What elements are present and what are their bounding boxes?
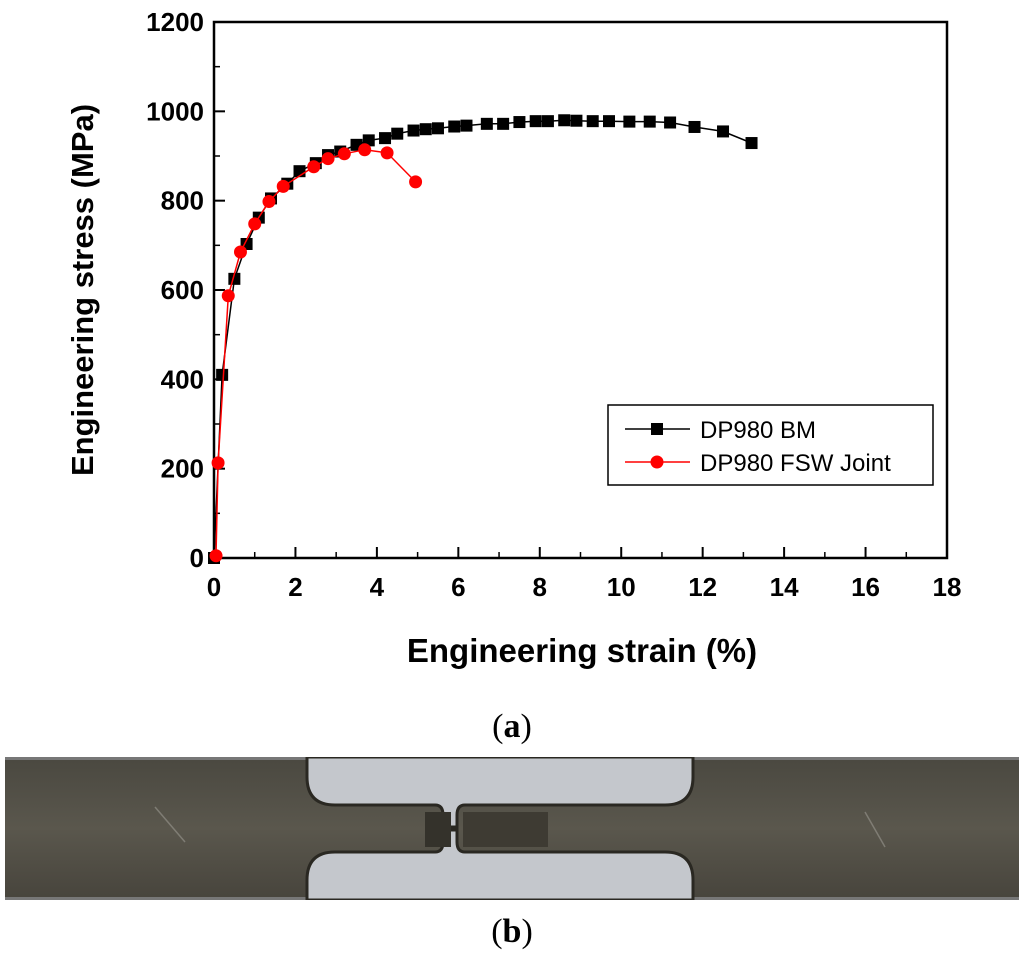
x-tick-label: 8 bbox=[533, 572, 547, 602]
series-dp980-fsw-joint bbox=[209, 143, 423, 563]
data-point bbox=[558, 114, 571, 127]
y-tick-label: 600 bbox=[161, 275, 204, 305]
data-point bbox=[586, 115, 599, 128]
data-point bbox=[603, 115, 616, 128]
legend-label: DP980 FSW Joint bbox=[700, 450, 891, 477]
x-tick-label: 0 bbox=[207, 572, 221, 602]
y-tick-label: 1200 bbox=[146, 7, 204, 37]
data-point bbox=[216, 368, 229, 381]
legend-marker bbox=[651, 423, 663, 435]
data-point bbox=[228, 272, 241, 285]
x-tick-label: 12 bbox=[688, 572, 717, 602]
y-tick-label: 1000 bbox=[146, 96, 204, 126]
data-point bbox=[623, 115, 636, 128]
y-tick-label: 400 bbox=[161, 364, 204, 394]
caption-b: (b) bbox=[491, 913, 533, 950]
data-point bbox=[248, 217, 262, 231]
data-point bbox=[379, 132, 392, 145]
surface-scratch-left bbox=[154, 806, 186, 843]
stress-strain-chart: 0 2 4 6 8 10 12 14 16 18 0 200 400 600 800 1000 1200 DP9… bbox=[65, 7, 961, 669]
caption-a: (a) bbox=[492, 708, 532, 745]
data-point bbox=[391, 127, 404, 140]
legend-marker bbox=[650, 455, 664, 469]
x-tick-label: 16 bbox=[851, 572, 880, 602]
data-point bbox=[448, 120, 461, 133]
data-point bbox=[541, 115, 554, 128]
tensile-specimen-photo bbox=[5, 757, 1019, 900]
data-point bbox=[409, 175, 423, 189]
data-point bbox=[262, 195, 276, 209]
x-tick-label: 14 bbox=[770, 572, 799, 602]
x-tick-label: 6 bbox=[451, 572, 465, 602]
data-point bbox=[480, 117, 493, 130]
surface-scratch-right bbox=[864, 811, 886, 848]
data-point bbox=[745, 137, 758, 150]
data-point bbox=[380, 146, 394, 160]
data-point bbox=[529, 115, 542, 128]
data-point bbox=[211, 456, 225, 470]
series-line bbox=[215, 148, 417, 556]
data-point bbox=[688, 120, 701, 133]
axis-ticks: 0 2 4 6 8 10 12 14 16 18 0 200 400 600 800 1000 1200 bbox=[146, 7, 961, 602]
data-point bbox=[358, 143, 372, 157]
data-point bbox=[221, 289, 235, 303]
x-tick-label: 2 bbox=[288, 572, 302, 602]
data-point bbox=[431, 122, 444, 135]
y-tick-label: 200 bbox=[161, 454, 204, 484]
data-point bbox=[419, 123, 432, 136]
data-point bbox=[497, 117, 510, 130]
specimen-bottom-cutout bbox=[305, 828, 695, 900]
data-point bbox=[460, 119, 473, 132]
y-tick-label: 0 bbox=[190, 543, 204, 573]
x-axis-title: Engineering strain (%) bbox=[407, 632, 757, 669]
y-axis-title: Engineering stress (MPa) bbox=[65, 104, 100, 476]
y-tick-label: 800 bbox=[161, 186, 204, 216]
data-point bbox=[276, 179, 290, 193]
data-point bbox=[664, 116, 677, 129]
x-tick-label: 4 bbox=[370, 572, 385, 602]
data-point bbox=[233, 245, 247, 259]
legend-box bbox=[607, 404, 934, 486]
data-point bbox=[407, 124, 420, 137]
specimen-top-cutout bbox=[305, 757, 695, 829]
caption-b-label: b bbox=[502, 913, 522, 950]
data-point bbox=[209, 549, 223, 563]
caption-a-label: a bbox=[503, 708, 521, 745]
data-point bbox=[570, 114, 583, 127]
data-point bbox=[513, 116, 526, 129]
x-tick-label: 18 bbox=[933, 572, 962, 602]
weld-zone bbox=[463, 812, 548, 847]
data-series bbox=[208, 114, 758, 564]
data-point bbox=[337, 147, 351, 161]
legend: DP980 BM DP980 FSW Joint bbox=[607, 404, 934, 486]
data-point bbox=[307, 160, 321, 174]
data-point bbox=[643, 115, 656, 128]
legend-label: DP980 BM bbox=[700, 417, 816, 444]
x-tick-label: 10 bbox=[607, 572, 636, 602]
series-line bbox=[213, 119, 752, 559]
data-point bbox=[321, 152, 335, 166]
fracture-zone bbox=[425, 812, 451, 847]
data-point bbox=[717, 125, 730, 138]
